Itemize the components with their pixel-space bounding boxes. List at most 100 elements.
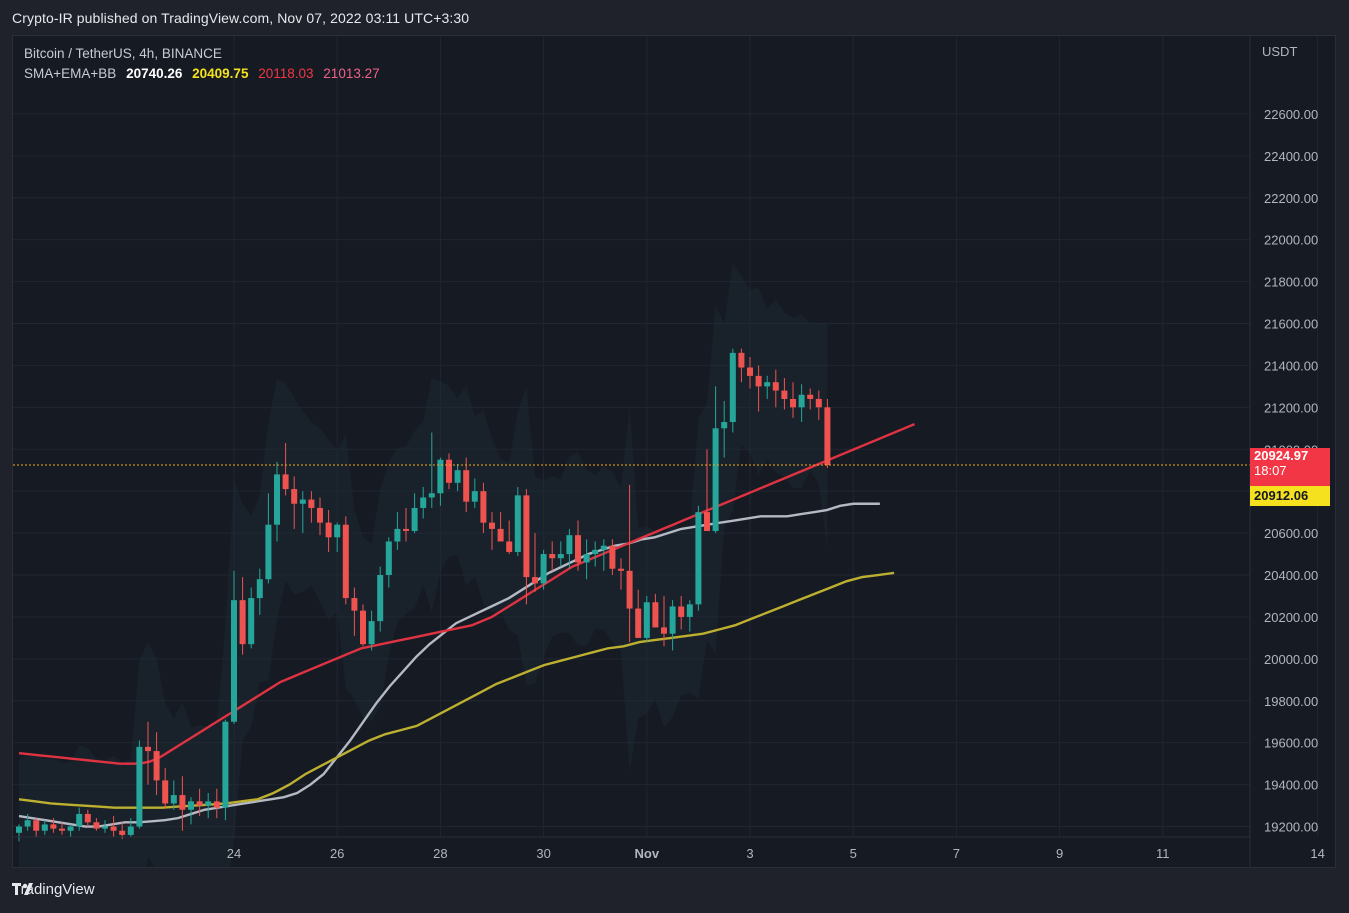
candle-body: [540, 554, 547, 584]
candle-body: [385, 541, 392, 576]
candle-body: [618, 568, 624, 571]
price-tick-label: 20200.00: [1264, 610, 1318, 625]
candle-body: [678, 606, 685, 617]
candle-body: [557, 554, 564, 559]
bollinger-band: [19, 263, 828, 867]
candle-body: [781, 390, 788, 399]
candle-body: [308, 499, 315, 508]
candle-body: [50, 824, 57, 829]
sma-price-tag: 20912.06: [1250, 486, 1330, 506]
candle-body: [394, 528, 401, 542]
candle-body: [145, 746, 151, 752]
candle-body: [514, 495, 521, 552]
candle-body: [76, 813, 83, 827]
candle-body: [635, 608, 642, 638]
candle-body: [815, 398, 822, 408]
price-tick-label: 20600.00: [1264, 526, 1318, 541]
indicator-row: SMA+EMA+BB 20740.26 20409.75 20118.03 21…: [24, 64, 380, 84]
candle-body: [523, 495, 530, 578]
candle-body: [179, 795, 186, 810]
candle-body: [136, 746, 143, 827]
candle-body: [807, 394, 814, 399]
candle-body: [239, 600, 246, 645]
candle-body: [566, 535, 573, 555]
candle-body: [102, 826, 108, 829]
candle-body: [411, 507, 418, 531]
candle-body: [170, 795, 177, 804]
time-tick-label: 3: [746, 846, 753, 861]
candle-body: [377, 575, 384, 622]
price-tick-label: 20000.00: [1264, 652, 1318, 667]
candle-body: [231, 600, 237, 722]
candle-body: [532, 577, 538, 584]
indicator-name: SMA+EMA+BB: [24, 66, 117, 81]
candle-body: [755, 375, 762, 387]
price-tick-label: 19200.00: [1264, 820, 1318, 835]
price-tick-label: 21400.00: [1264, 358, 1318, 373]
candle-body: [686, 604, 693, 617]
candle-body: [153, 751, 160, 781]
candle-body: [299, 499, 306, 504]
candle-body: [67, 826, 74, 831]
symbol-title: Bitcoin / TetherUS, 4h, BINANCE: [24, 46, 222, 61]
candle-body: [351, 598, 358, 611]
candle-body: [652, 602, 659, 628]
candle-body: [790, 398, 796, 408]
candle-body: [721, 422, 728, 429]
candlestick-chart[interactable]: USDT 19200.00 19400.00 19600.00 19800.00 2000…: [13, 36, 1336, 868]
candle-body: [33, 820, 40, 831]
candle-body: [798, 394, 805, 408]
indicator-value-ema: 20409.75: [192, 66, 249, 81]
candle-body: [248, 598, 255, 645]
time-tick-label: 11: [1156, 846, 1170, 861]
candle-body: [738, 352, 745, 368]
candle-body: [497, 528, 504, 542]
candle-body: [403, 528, 409, 531]
candle-body: [282, 474, 289, 490]
price-tick-label: 20400.00: [1264, 568, 1318, 583]
candle-body: [592, 549, 599, 555]
price-tick-label: 21800.00: [1264, 275, 1318, 290]
candle-body: [127, 826, 134, 835]
price-tick-label: 22000.00: [1264, 233, 1318, 248]
candle-body: [110, 826, 117, 831]
candle-body: [704, 512, 710, 531]
time-tick-label: 24: [227, 846, 241, 861]
price-tick-label: 21200.00: [1264, 400, 1318, 415]
time-tick-label: 5: [850, 846, 857, 861]
price-tick-label: 22400.00: [1264, 149, 1318, 164]
candle-body: [274, 474, 280, 525]
candle-body: [162, 780, 169, 804]
candle-body: [454, 470, 461, 483]
candle-body: [188, 801, 194, 810]
candle-body: [334, 524, 341, 538]
candle-body: [489, 522, 495, 529]
candle-body: [661, 627, 667, 634]
indicator-value-ema200: 20118.03: [258, 66, 314, 81]
time-tick-label: 9: [1056, 846, 1063, 861]
candle-body: [712, 428, 719, 531]
last-price-value: 20924.97: [1254, 448, 1309, 463]
chart-panel[interactable]: USDT 19200.00 19400.00 19600.00 19800.00 2000…: [12, 35, 1336, 868]
candle-body: [222, 721, 229, 808]
candle-body: [772, 382, 779, 391]
candle-body: [729, 352, 736, 423]
time-tick-label: 7: [953, 846, 960, 861]
price-tick-label: 21600.00: [1264, 317, 1318, 332]
candle-body: [196, 801, 203, 806]
candle-body: [84, 813, 91, 823]
candle-body: [256, 579, 263, 599]
candle-body: [317, 507, 323, 523]
indicator-value-sma: 20740.26: [126, 66, 183, 81]
candle-body: [824, 407, 831, 465]
candle-body: [695, 512, 702, 605]
candle-body: [265, 524, 272, 580]
candle-body: [428, 493, 435, 498]
candle-body: [342, 524, 349, 599]
tradingview-logo-icon: [12, 883, 33, 895]
candle-body: [764, 382, 771, 387]
candle-body: [600, 545, 607, 550]
candle-body: [747, 367, 753, 376]
ma-line-sma: [18, 502, 880, 828]
last-price-tag: 20924.97 18:07: [1250, 448, 1330, 486]
